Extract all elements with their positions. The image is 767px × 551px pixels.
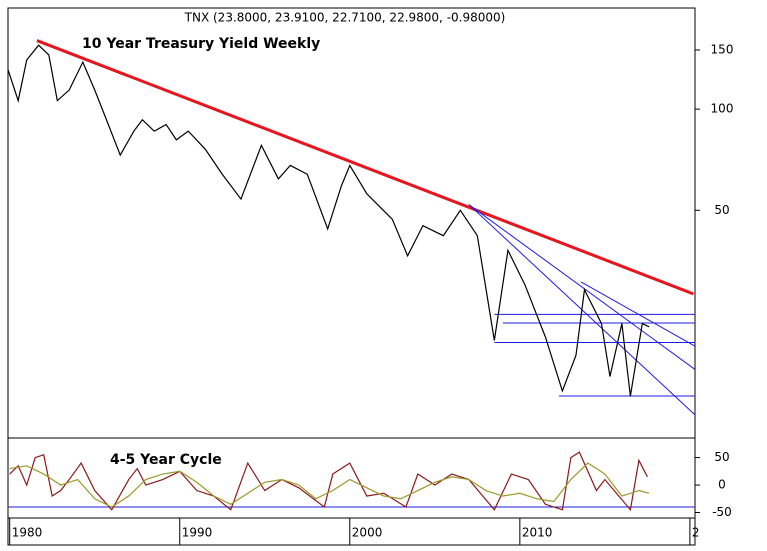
series-line xyxy=(9,462,650,508)
cycle-title: 4-5 Year Cycle xyxy=(110,452,222,468)
y-tick-label: 100 xyxy=(711,102,734,116)
chart-title: 10 Year Treasury Yield Weekly xyxy=(82,36,320,52)
x-tick-label: 1990 xyxy=(182,526,213,540)
x-tick-label: 2000 xyxy=(352,526,383,540)
x-tick-label: 1980 xyxy=(12,526,43,540)
frame xyxy=(7,7,696,546)
x-tick-label: 2010 xyxy=(522,526,553,540)
header: TNX (23.8000, 23.9100, 22.7100, 22.9800,… xyxy=(184,11,506,25)
y-tick-label: 50 xyxy=(714,450,729,464)
y-tick-label: -50 xyxy=(712,505,732,519)
y-tick-label: 50 xyxy=(714,203,729,217)
x-tick-label: 2 xyxy=(692,526,700,540)
trendline xyxy=(36,39,694,296)
series-line xyxy=(7,44,650,397)
y-tick-label: 0 xyxy=(718,478,726,492)
trendline xyxy=(468,204,696,370)
series-line xyxy=(9,451,648,512)
y-tick-label: 150 xyxy=(711,42,734,56)
